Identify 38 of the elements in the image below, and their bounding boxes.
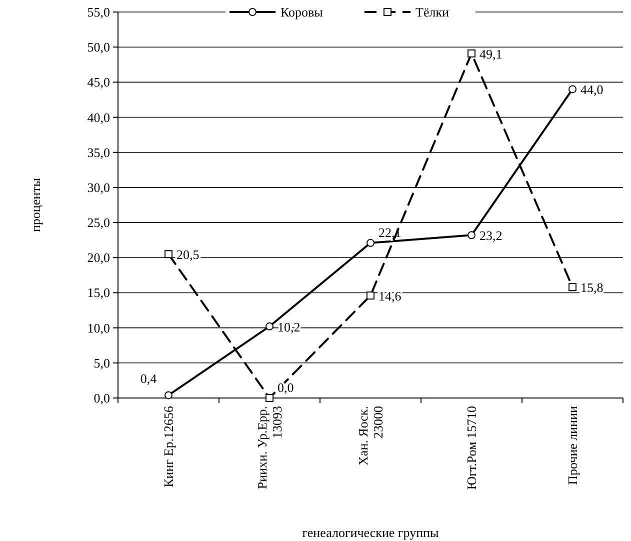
point [266,394,274,402]
x-axis-title: генеалогические группы [302,525,440,540]
y-tick-label: 5,0 [94,355,110,370]
legend-label: Коровы [280,4,324,20]
data-label: 14,6 [378,288,402,304]
data-label: 44,0 [580,82,604,98]
x-tick-label: Югт.Ром 15710 [464,406,479,490]
point [468,49,476,58]
x-tick-label: Кинг Ер.12656 [161,406,176,488]
y-tick-label: 55,0 [87,4,110,20]
x-tick-label: Риихи. Ур.Ерр. 13093 [254,406,284,490]
point [366,292,374,300]
x-tick-label: Прочие линии [565,406,580,485]
y-tick-label: 40,0 [87,110,110,125]
point [366,238,374,247]
data-label: 49,1 [480,46,502,62]
point [164,250,172,258]
point [164,391,172,400]
y-axis-title: проценты [28,178,43,232]
y-tick-label: 45,0 [87,74,110,90]
data-label: 0,0 [278,380,294,395]
x-tick-label: Хан. Яоск. 23000 [356,406,386,466]
data-label: 15,8 [580,280,604,296]
point [568,85,576,94]
y-tick-label: 10,0 [87,320,110,336]
y-tick-label: 50,0 [87,40,110,55]
data-label: 23,2 [480,228,502,244]
y-tick-label: 35,0 [87,144,110,160]
y-tick-label: 25,0 [87,215,110,230]
y-tick-label: 15,0 [87,285,110,300]
data-label: 0,4 [140,371,158,386]
point [266,322,274,330]
point [568,283,576,292]
point [468,231,476,240]
legend-label: Тёлки [416,4,450,20]
y-tick-label: 30,0 [87,180,110,195]
y-tick-label: 20,0 [87,250,110,266]
y-tick-label: 0,0 [94,390,110,406]
